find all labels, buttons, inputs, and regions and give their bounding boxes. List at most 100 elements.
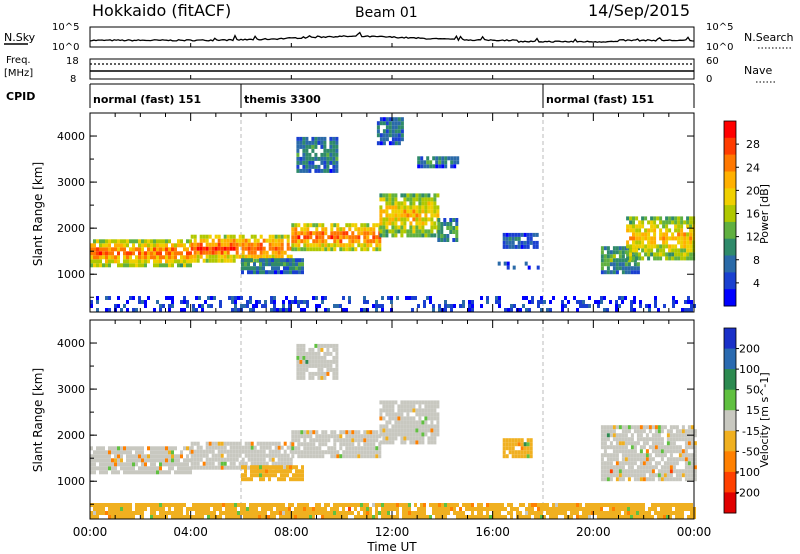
- heatmap-cell: [675, 437, 679, 442]
- heatmap-cell: [114, 243, 117, 248]
- heatmap-cell: [672, 433, 676, 438]
- heatmap-cell: [427, 229, 431, 234]
- heatmap-cell: [283, 270, 286, 275]
- heatmap-cell: [315, 507, 318, 511]
- heatmap-cell: [323, 363, 327, 368]
- heatmap-cell: [273, 308, 276, 312]
- time-axis: 00:00 04:00 08:00 12:00 16:00 20:00 00:00: [73, 43, 711, 539]
- heatmap-cell: [296, 148, 300, 153]
- heatmap-cell: [511, 446, 515, 451]
- heatmap-cell: [677, 252, 681, 257]
- heatmap-cell: [388, 217, 392, 222]
- heatmap-cell: [555, 507, 558, 511]
- heatmap-cell: [633, 300, 636, 304]
- heatmap-cell: [437, 226, 441, 230]
- heatmap-cell: [525, 515, 528, 519]
- heatmap-cell: [321, 507, 324, 511]
- heatmap-cell: [665, 216, 669, 221]
- heatmap-cell: [387, 507, 390, 511]
- heatmap-cell: [300, 515, 303, 519]
- heatmap-cell: [274, 453, 278, 458]
- heatmap-cell: [659, 256, 663, 261]
- heatmap-cell: [624, 511, 627, 515]
- heatmap-cell: [672, 441, 676, 446]
- heatmap-cell: [400, 412, 404, 417]
- heatmap-cell: [271, 234, 275, 239]
- heatmap-cell: [311, 144, 315, 149]
- heatmap-cell: [609, 300, 612, 304]
- heatmap-cell: [171, 511, 174, 515]
- heatmap-cell: [244, 477, 247, 482]
- heatmap-cell: [280, 250, 284, 255]
- heatmap-cell: [99, 462, 102, 467]
- heatmap-cell: [354, 434, 358, 439]
- heatmap-cell: [412, 197, 416, 202]
- heatmap-cell: [600, 473, 604, 478]
- heatmap-cell: [205, 461, 209, 466]
- heatmap-cell: [190, 441, 194, 446]
- heatmap-cell: [295, 469, 298, 474]
- heatmap-cell: [409, 197, 413, 202]
- heatmap-cell: [420, 160, 424, 165]
- heatmap-cell: [190, 254, 194, 259]
- heatmap-cell: [96, 450, 99, 455]
- heatmap-cell: [277, 246, 281, 251]
- heatmap-cell: [394, 217, 398, 222]
- heatmap-cell: [312, 515, 315, 519]
- heatmap-cell: [615, 449, 619, 454]
- heatmap-cell: [297, 434, 301, 439]
- heatmap-cell: [138, 458, 141, 463]
- heatmap-cell: [354, 223, 358, 228]
- heatmap-cell: [535, 232, 539, 237]
- heatmap-cell: [421, 209, 425, 214]
- heatmap-cell: [93, 450, 96, 455]
- heatmap-cell: [123, 243, 126, 248]
- heatmap-cell: [141, 454, 144, 459]
- heatmap-cell: [492, 503, 495, 507]
- heatmap-cell: [654, 437, 658, 442]
- heatmap-cell: [228, 511, 231, 515]
- heatmap-cell: [300, 507, 303, 511]
- heatmap-cell: [314, 351, 318, 356]
- heatmap-cell: [298, 469, 301, 474]
- heatmap-cell: [385, 209, 389, 214]
- heatmap-cell: [621, 469, 625, 474]
- heatmap-cell: [618, 246, 622, 251]
- heatmap-cell: [397, 424, 401, 429]
- heatmap-cell: [394, 436, 398, 441]
- heatmap-cell: [647, 236, 651, 241]
- heatmap-cell: [153, 503, 156, 507]
- heatmap-cell: [274, 262, 277, 267]
- heatmap-cell: [144, 259, 147, 264]
- heatmap-cell: [573, 296, 576, 300]
- heatmap-cell: [648, 437, 652, 442]
- heatmap-cell: [302, 152, 306, 157]
- heatmap-cell: [306, 511, 309, 515]
- heatmap-cell: [394, 197, 398, 202]
- heatmap-cell: [663, 449, 667, 454]
- heatmap-cell: [504, 308, 507, 312]
- heatmap-cell: [90, 503, 93, 507]
- heatmap-cell: [327, 446, 331, 451]
- heatmap-cell: [379, 408, 383, 413]
- heatmap-cell: [303, 450, 307, 455]
- heatmap-cell: [253, 250, 257, 255]
- heatmap-cell: [324, 308, 327, 312]
- heatmap-cell: [681, 437, 685, 442]
- heatmap-cell: [409, 408, 413, 413]
- heatmap-cell: [111, 470, 114, 475]
- heatmap-cell: [193, 242, 197, 247]
- heatmap-cell: [165, 239, 168, 244]
- heatmap-cell: [99, 251, 102, 256]
- heatmap-cell: [600, 300, 603, 304]
- heatmap-cell: [489, 503, 492, 507]
- heatmap-cell: [690, 441, 694, 446]
- heatmap-cell: [171, 247, 174, 252]
- heatmap-cell: [196, 246, 200, 251]
- heatmap-cell: [174, 503, 177, 507]
- heatmap-cell: [335, 347, 339, 352]
- heatmap-cell: [385, 420, 389, 425]
- heatmap-cell: [303, 300, 306, 304]
- heatmap-cell: [437, 234, 441, 238]
- heatmap-cell: [648, 308, 651, 312]
